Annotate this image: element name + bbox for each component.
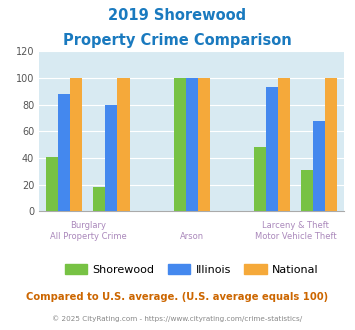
Bar — [174, 78, 186, 211]
Bar — [46, 156, 58, 211]
Text: Motor Vehicle Theft: Motor Vehicle Theft — [255, 232, 336, 241]
Text: Larceny & Theft: Larceny & Theft — [262, 221, 329, 230]
Bar — [198, 78, 210, 211]
Bar — [254, 147, 266, 211]
Bar — [313, 120, 325, 211]
Text: Property Crime Comparison: Property Crime Comparison — [63, 33, 292, 48]
Bar — [93, 187, 105, 211]
Bar — [301, 170, 313, 211]
Text: © 2025 CityRating.com - https://www.cityrating.com/crime-statistics/: © 2025 CityRating.com - https://www.city… — [53, 315, 302, 322]
Bar — [266, 87, 278, 211]
Text: 2019 Shorewood: 2019 Shorewood — [108, 8, 247, 23]
Bar — [118, 78, 130, 211]
Bar — [58, 94, 70, 211]
Bar — [186, 78, 198, 211]
Text: Burglary: Burglary — [70, 221, 106, 230]
Bar — [70, 78, 82, 211]
Bar — [325, 78, 337, 211]
Bar — [278, 78, 290, 211]
Legend: Shorewood, Illinois, National: Shorewood, Illinois, National — [60, 259, 323, 279]
Text: All Property Crime: All Property Crime — [50, 232, 126, 241]
Bar — [105, 105, 118, 211]
Text: Compared to U.S. average. (U.S. average equals 100): Compared to U.S. average. (U.S. average … — [26, 292, 329, 302]
Text: Arson: Arson — [180, 232, 204, 241]
